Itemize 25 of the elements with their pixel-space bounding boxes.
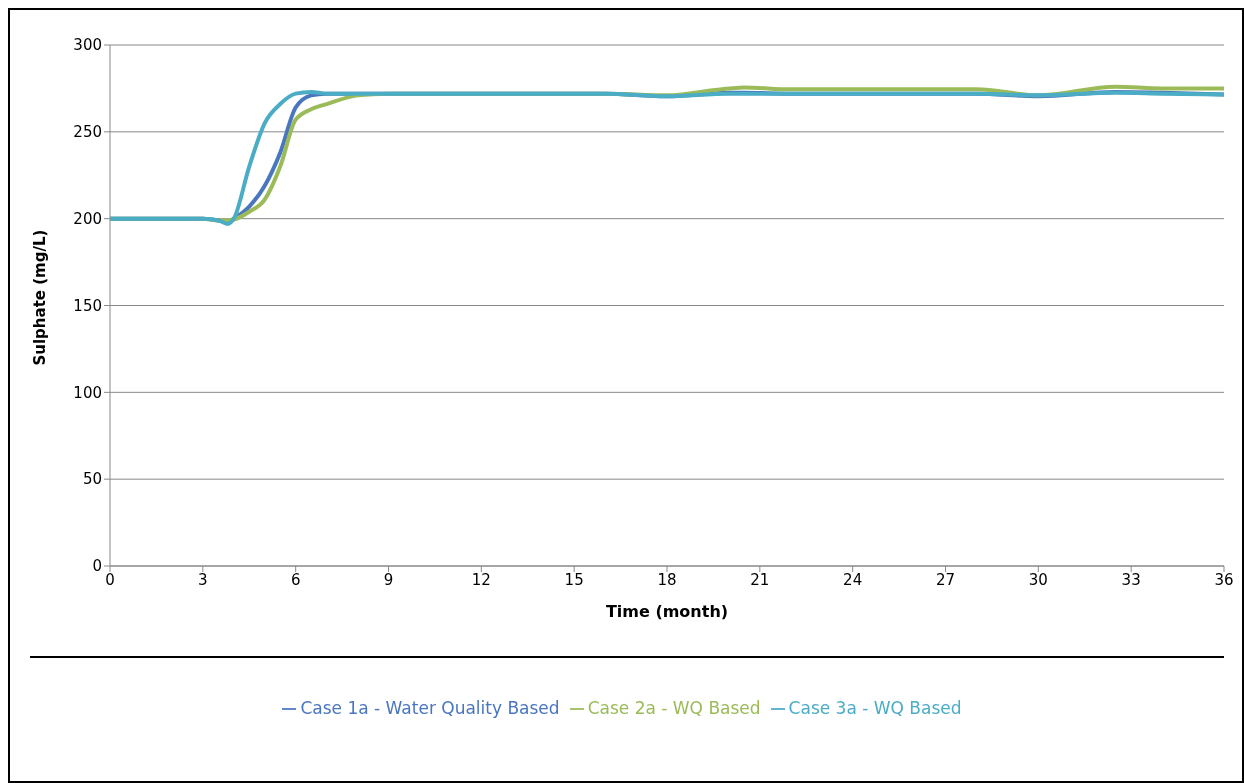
y-tick-label: 250: [73, 123, 102, 142]
y-tick-label: 100: [73, 383, 102, 402]
legend-label: Case 1a - Water Quality Based: [300, 698, 560, 718]
y-tick-label: 200: [73, 209, 102, 228]
x-tick-label: 6: [290, 570, 301, 589]
x-tick-label: 12: [471, 570, 491, 589]
x-tick-label: 21: [750, 570, 770, 589]
x-tick-label: 36: [1214, 570, 1234, 589]
x-tick-label: 9: [383, 570, 394, 589]
x-tick-label: 30: [1028, 570, 1048, 589]
x-tick-label: 24: [843, 570, 863, 589]
legend-label: Case 2a - WQ Based: [587, 698, 761, 718]
y-tick-label: 50: [82, 470, 102, 489]
x-tick-label: 27: [935, 570, 956, 589]
y-tick-label: 150: [73, 296, 102, 315]
y-tick-label: 300: [73, 36, 102, 55]
x-tick-label: 33: [1121, 570, 1141, 589]
y-tick-label: 0: [92, 557, 102, 576]
x-tick-label: 0: [105, 570, 115, 589]
y-axis-title: Sulphate (mg/L): [31, 229, 50, 366]
x-tick-label: 18: [657, 570, 677, 589]
x-axis-title: Time (month): [605, 602, 729, 622]
legend-label: Case 3a - WQ Based: [788, 698, 962, 718]
x-tick-label: 15: [564, 570, 584, 589]
x-tick-label: 3: [198, 570, 208, 589]
